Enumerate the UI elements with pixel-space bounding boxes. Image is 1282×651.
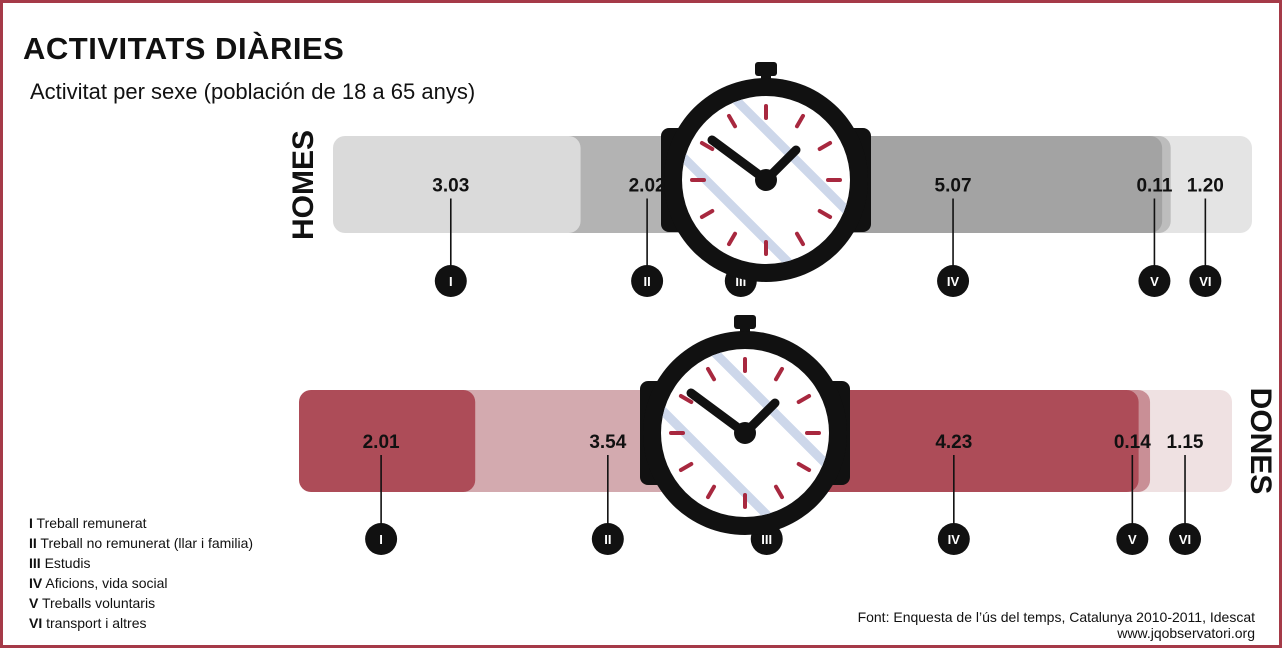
- category-badge-label: V: [1128, 532, 1137, 547]
- legend-label: transport i altres: [46, 615, 147, 631]
- hour-mark: [727, 113, 737, 129]
- category-badge-label: V: [1150, 274, 1159, 289]
- legend-num: VI: [29, 615, 43, 631]
- data-label: 2.02: [629, 176, 666, 197]
- page-subtitle: Activitat per sexe (población de 18 a 65…: [30, 79, 476, 104]
- hour-mark: [817, 141, 833, 151]
- data-label: 1.15: [1167, 432, 1204, 453]
- bar-segment-VI: [1126, 390, 1232, 492]
- watch-crown: [755, 62, 777, 76]
- source-url: www.jqobservatori.org: [1117, 625, 1255, 641]
- hour-mark: [706, 366, 716, 382]
- legend-label: Aficions, vida social: [45, 575, 168, 591]
- data-label: 2.01: [363, 432, 400, 453]
- data-label: 1.20: [1187, 176, 1224, 197]
- page-title: ACTIVITATS DIÀRIES: [23, 31, 345, 66]
- bar-segment-VI: [1146, 136, 1252, 233]
- category-badge: [1116, 523, 1149, 555]
- legend-label: Estudis: [44, 555, 91, 571]
- series-label: HOMES: [287, 130, 320, 240]
- category-badge: [1138, 265, 1171, 297]
- legend-label: Treball remunerat: [36, 515, 147, 531]
- legend: I Treball remunerat II Treball no remune…: [29, 513, 253, 633]
- wristwatch-icon: [640, 315, 850, 535]
- category-badge: [434, 265, 467, 297]
- category-badge: [1169, 523, 1202, 555]
- wristwatch-icon: [661, 62, 871, 282]
- category-badge-label: II: [643, 274, 650, 289]
- source-line: Font: Enquesta de l’ús del temps, Catalu…: [857, 609, 1255, 625]
- category-badge-label: IV: [947, 274, 960, 289]
- data-label: 4.23: [935, 432, 972, 453]
- hour-mark: [774, 366, 784, 382]
- hour-mark: [727, 231, 737, 247]
- hour-mark: [678, 462, 694, 472]
- hour-mark: [795, 113, 805, 129]
- hour-mark: [817, 209, 833, 219]
- legend-num: III: [29, 555, 41, 571]
- legend-item: III Estudis: [29, 553, 253, 573]
- category-badge: [1189, 265, 1222, 297]
- hour-mark: [699, 209, 715, 219]
- category-badge-label: VI: [1179, 532, 1191, 547]
- data-label: 3.54: [589, 432, 626, 453]
- bar-segment-I: [333, 136, 581, 233]
- hour-mark: [795, 231, 805, 247]
- legend-num: V: [29, 595, 39, 611]
- legend-item: II Treball no remunerat (llar i familia): [29, 533, 253, 553]
- category-badge-label: II: [604, 532, 611, 547]
- hour-hand: [707, 135, 771, 185]
- legend-num: I: [29, 515, 33, 531]
- legend-item: IV Aficions, vida social: [29, 573, 253, 593]
- legend-num: IV: [29, 575, 43, 591]
- category-badge-label: IV: [948, 532, 961, 547]
- legend-num: II: [29, 535, 37, 551]
- watch-crown: [734, 315, 756, 329]
- category-badge-label: I: [449, 274, 453, 289]
- category-badge: [937, 265, 970, 297]
- series-label: DONES: [1244, 388, 1277, 495]
- watch-center: [755, 169, 777, 191]
- data-label: 3.03: [432, 176, 469, 197]
- category-badge: [631, 265, 664, 297]
- category-badge: [365, 523, 398, 555]
- bar-segment-IV: [769, 390, 1139, 492]
- category-badge: [937, 523, 970, 555]
- hour-mark: [796, 394, 812, 404]
- hour-mark: [678, 394, 694, 404]
- watch-center: [734, 422, 756, 444]
- bar-segment-I: [299, 390, 476, 492]
- data-label: 0.11: [1136, 176, 1172, 197]
- legend-label: Treball no remunerat (llar i familia): [40, 535, 254, 551]
- hour-mark: [774, 484, 784, 500]
- legend-item: V Treballs voluntaris: [29, 593, 253, 613]
- legend-label: Treballs voluntaris: [41, 595, 156, 611]
- hour-mark: [699, 141, 715, 151]
- chart: 3.03I2.02II0.39III5.07IV0.11V1.20VIHOMES…: [287, 62, 1277, 555]
- hour-mark: [796, 462, 812, 472]
- hour-hand: [686, 388, 750, 438]
- category-badge-label: III: [761, 532, 772, 547]
- category-badge-label: III: [735, 274, 746, 289]
- legend-item: VI transport i altres: [29, 613, 253, 633]
- data-label: 0.14: [1114, 432, 1151, 453]
- category-badge-label: I: [379, 532, 383, 547]
- category-badge-label: VI: [1199, 274, 1211, 289]
- legend-item: I Treball remunerat: [29, 513, 253, 533]
- hour-mark: [706, 484, 716, 500]
- source-note: Font: Enquesta de l’ús del temps, Catalu…: [858, 609, 1255, 641]
- category-badge: [591, 523, 624, 555]
- data-label: 5.07: [935, 176, 972, 197]
